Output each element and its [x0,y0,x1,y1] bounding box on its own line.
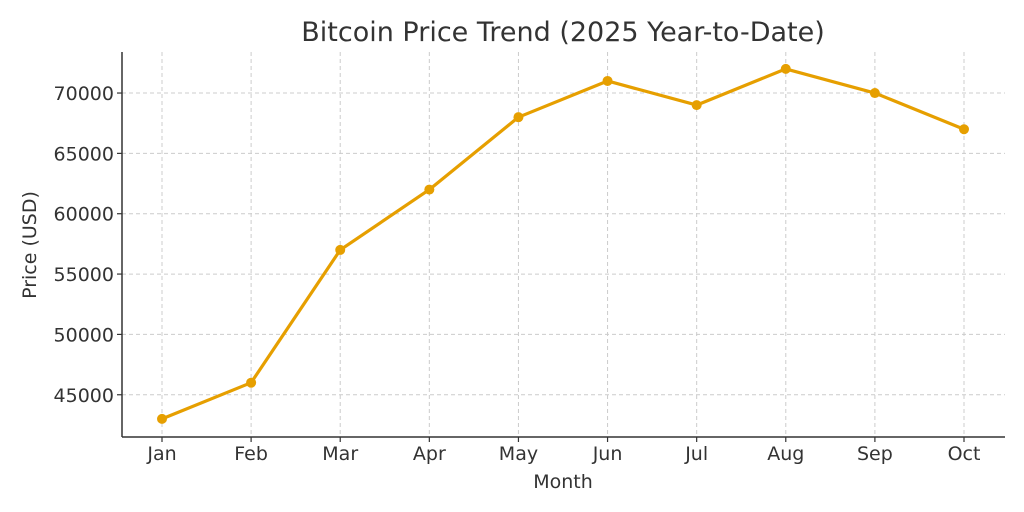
data-point-sep [869,88,880,99]
x-tick-label: Oct [948,443,981,465]
y-tick-label: 50000 [54,324,114,346]
x-tick-label: Jan [146,443,176,465]
data-point-apr [424,184,435,195]
series-line [161,67,965,421]
x-tick-label: Mar [322,443,358,465]
data-point-oct [959,124,969,135]
y-axis-label: Price (USD) [19,191,41,299]
x-tick-label: Feb [234,443,268,465]
chart-title: Bitcoin Price Trend (2025 Year-to-Date) [301,17,825,48]
y-tick-label: 70000 [54,83,114,105]
x-tick-label: Jun [592,443,623,465]
x-axis-label: Month [533,471,593,493]
y-tick-label: 45000 [54,385,114,407]
data-point-jun [602,75,613,86]
data-point-mar [335,244,346,255]
series [157,63,969,424]
data-point-jan [157,413,167,424]
y-tick-label: 55000 [54,264,114,286]
x-tick-label: Jul [684,443,708,465]
x-tick-label: May [499,443,538,465]
x-tick-label: Sep [857,443,893,465]
data-point-may [513,112,524,123]
x-tick-label: Aug [767,443,804,465]
data-point-jul [691,100,702,111]
y-axis-ticks: 45000 50000 55000 60000 65000 70000 [54,83,122,407]
data-point-aug [780,63,791,74]
y-tick-label: 60000 [54,204,114,226]
data-point-feb [246,377,257,388]
grid [122,52,1005,437]
x-axis-ticks: Jan Feb Mar Apr May Jun Jul Aug Sep Oct [146,437,980,465]
y-tick-label: 65000 [54,143,114,165]
x-tick-label: Apr [413,443,446,465]
